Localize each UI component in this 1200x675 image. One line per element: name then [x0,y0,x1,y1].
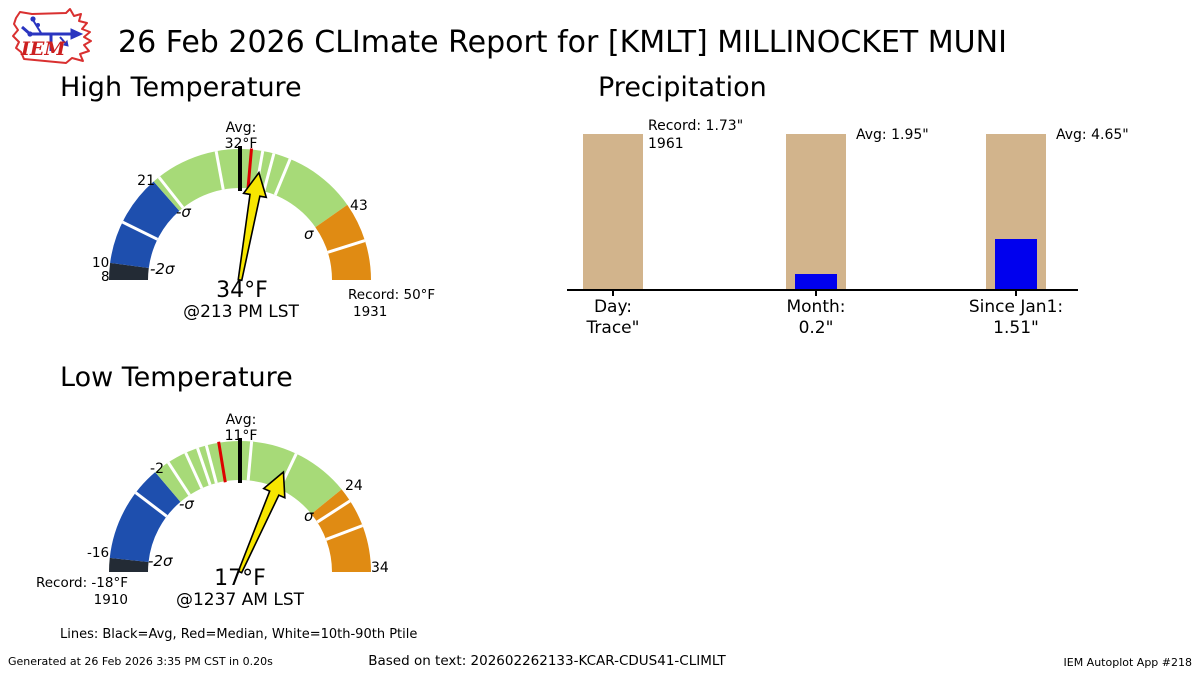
footer-app: IEM Autoplot App #218 [1063,656,1193,669]
low-minus-2sigma-value: -16 [87,545,110,561]
precip-ref-bar-month [786,134,846,290]
precip-x-axis [567,289,1078,291]
precip-cat-jan1: Since Jan1: 1.51" [969,297,1063,339]
high-observed-value: 34°F [216,278,268,303]
page-title: 26 Feb 2026 CLImate Report for [KMLT] MI… [118,25,1007,60]
low-record-line1: Record: -18°F [35,575,128,591]
footer-generated: Generated at 26 Feb 2026 3:35 PM CST in … [8,655,273,668]
precip-cat-day: Day: Trace" [587,297,640,339]
precip-cat-jan1-line1: Since Jan1: [968,297,1064,317]
low-avg-label: Avg: [225,412,257,428]
precip-ann-month: Avg: 1.95" [856,127,929,143]
precip-obs-bar-month [795,274,837,290]
precip-axis-tick-jan1 [1015,291,1017,296]
precip-heading: Precipitation [598,72,767,103]
high-plus-sigma-label: σ [304,225,314,243]
high-avg-value: 32°F [224,136,258,152]
high-avg-label: Avg: [225,120,257,136]
iem-logo: IEM [12,8,92,64]
high-minus-sigma-value: 21 [137,173,155,189]
precip-ann-day: Record: 1.73" 1961 [648,117,743,153]
footer-source: Based on text: 202602262133-KCAR-CDUS41-… [368,653,726,669]
precip-obs-bar-jan1 [995,239,1037,290]
high-minus-2sigma-value: 10 [92,255,110,271]
high-observed-time: @213 PM LST [183,302,299,322]
high-min-value: 8 [101,269,110,285]
precip-cat-day-line1: Day: [593,297,633,317]
high-minus-sigma-label: -σ [176,203,191,221]
high-temp-gauge [109,146,371,282]
low-minus-2sigma-label: -2σ [148,552,173,570]
low-avg-value: 11°F [224,428,258,444]
low-minus-sigma-value: -2 [150,461,164,477]
precip-cat-month-line2: 0.2" [798,318,834,338]
precip-axis-tick-month [815,291,817,296]
high-plus-sigma-value: 43 [350,198,368,214]
precip-cat-month-line1: Month: [786,297,846,317]
low-record-line2: 1910 [93,592,128,608]
precip-cat-jan1-line2: 1.51" [993,318,1039,338]
high-record-line1: Record: 50°F [348,287,436,303]
low-plus-sigma-label: σ [304,507,314,525]
low-minus-sigma-label: -σ [179,495,194,513]
precip-ann-day-line2: 1961 [648,136,684,152]
low-temp-heading: Low Temperature [60,362,293,393]
precip-cat-month: Month: 0.2" [786,297,845,339]
low-observed-time: @1237 AM LST [175,590,305,610]
low-observed-value: 17°F [214,566,266,591]
high-record-label: Record: 50°F 1931 [348,287,435,321]
weather-vane-icon [21,16,84,51]
high-minus-2sigma-label: -2σ [150,260,175,278]
precip-ann-jan1: Avg: 4.65" [1056,127,1129,143]
low-max-value: 34 [371,560,389,576]
precip-cat-day-line2: Trace" [586,318,640,338]
precip-ref-bar-day [583,134,643,290]
precip-ann-day-line1: Record: 1.73" [648,118,744,134]
low-record-label: Record: -18°F 1910 [20,575,128,609]
low-temp-gauge [109,438,371,574]
high-record-line2: 1931 [353,304,388,320]
low-plus-sigma-value: 24 [345,478,363,494]
lines-legend-note: Lines: Black=Avg, Red=Median, White=10th… [60,627,418,642]
high-temp-heading: High Temperature [60,72,302,103]
precip-axis-tick-day [612,291,614,296]
logo-text: IEM [20,38,66,60]
